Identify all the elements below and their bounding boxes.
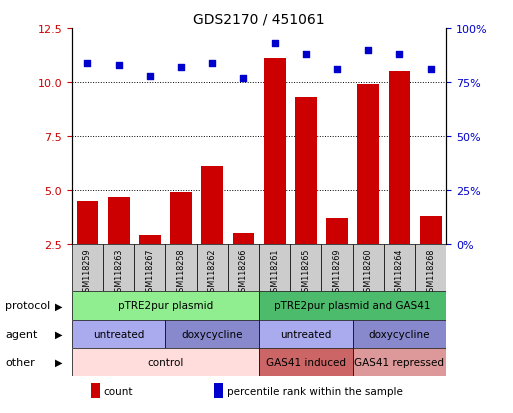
Text: ▶: ▶ (55, 357, 63, 367)
Bar (264, 59, 286, 244)
Bar (326, 218, 348, 244)
Bar (259, 320, 353, 348)
Bar (139, 236, 161, 244)
Text: GSM118260: GSM118260 (364, 248, 373, 297)
Point (270, 41, 279, 47)
Text: GSM118261: GSM118261 (270, 248, 279, 297)
Bar (72, 320, 165, 348)
Bar (196, 244, 228, 292)
Text: protocol: protocol (5, 301, 50, 311)
Bar (322, 244, 353, 292)
Bar (214, 384, 224, 398)
Point (208, 60, 216, 66)
Bar (388, 72, 410, 244)
Text: doxycycline: doxycycline (369, 329, 430, 339)
Bar (170, 193, 192, 244)
Bar (384, 244, 415, 292)
Bar (108, 197, 130, 244)
Text: pTRE2pur plasmid: pTRE2pur plasmid (118, 301, 213, 311)
Text: GSM118266: GSM118266 (239, 248, 248, 297)
Text: GSM118269: GSM118269 (332, 248, 342, 297)
Text: agent: agent (5, 329, 37, 339)
Point (427, 66, 435, 73)
Point (396, 52, 404, 58)
Point (177, 64, 185, 71)
Text: GAS41 repressed: GAS41 repressed (354, 357, 444, 367)
Text: GSM118268: GSM118268 (426, 248, 435, 297)
Point (364, 47, 372, 54)
Text: doxycycline: doxycycline (182, 329, 243, 339)
Text: ▶: ▶ (55, 301, 63, 311)
Bar (290, 244, 322, 292)
Text: count: count (104, 386, 133, 396)
Point (114, 62, 123, 69)
Bar (72, 292, 259, 320)
Bar (165, 244, 196, 292)
Text: other: other (5, 357, 35, 367)
Bar (353, 320, 446, 348)
Bar (259, 348, 353, 377)
Bar (353, 348, 446, 377)
Text: untreated: untreated (93, 329, 144, 339)
Bar (415, 244, 446, 292)
Text: percentile rank within the sample: percentile rank within the sample (227, 386, 403, 396)
Text: GSM118262: GSM118262 (208, 248, 217, 297)
Text: GAS41 induced: GAS41 induced (266, 357, 346, 367)
Bar (353, 244, 384, 292)
Bar (165, 320, 259, 348)
Text: pTRE2pur plasmid and GAS41: pTRE2pur plasmid and GAS41 (274, 301, 431, 311)
Bar (295, 98, 317, 244)
Bar (201, 167, 223, 244)
Text: control: control (147, 357, 184, 367)
Text: GSM118263: GSM118263 (114, 248, 123, 297)
Bar (76, 201, 98, 244)
Point (333, 66, 341, 73)
Bar (228, 244, 259, 292)
Bar (72, 244, 103, 292)
Point (146, 73, 154, 80)
Bar (232, 234, 254, 244)
Text: GSM118265: GSM118265 (301, 248, 310, 297)
Text: GSM118267: GSM118267 (145, 248, 154, 297)
Text: GSM118259: GSM118259 (83, 248, 92, 297)
Bar (72, 348, 259, 377)
Text: untreated: untreated (280, 329, 331, 339)
Bar (420, 216, 442, 244)
Bar (134, 244, 165, 292)
Bar (91, 384, 100, 398)
Text: GSM118258: GSM118258 (176, 248, 186, 297)
Text: GSM118264: GSM118264 (395, 248, 404, 297)
Text: ▶: ▶ (55, 329, 63, 339)
Point (302, 52, 310, 58)
Bar (358, 85, 379, 244)
Bar (259, 292, 446, 320)
Bar (259, 244, 290, 292)
Point (83, 60, 91, 66)
Title: GDS2170 / 451061: GDS2170 / 451061 (193, 12, 325, 26)
Point (240, 75, 248, 82)
Bar (103, 244, 134, 292)
